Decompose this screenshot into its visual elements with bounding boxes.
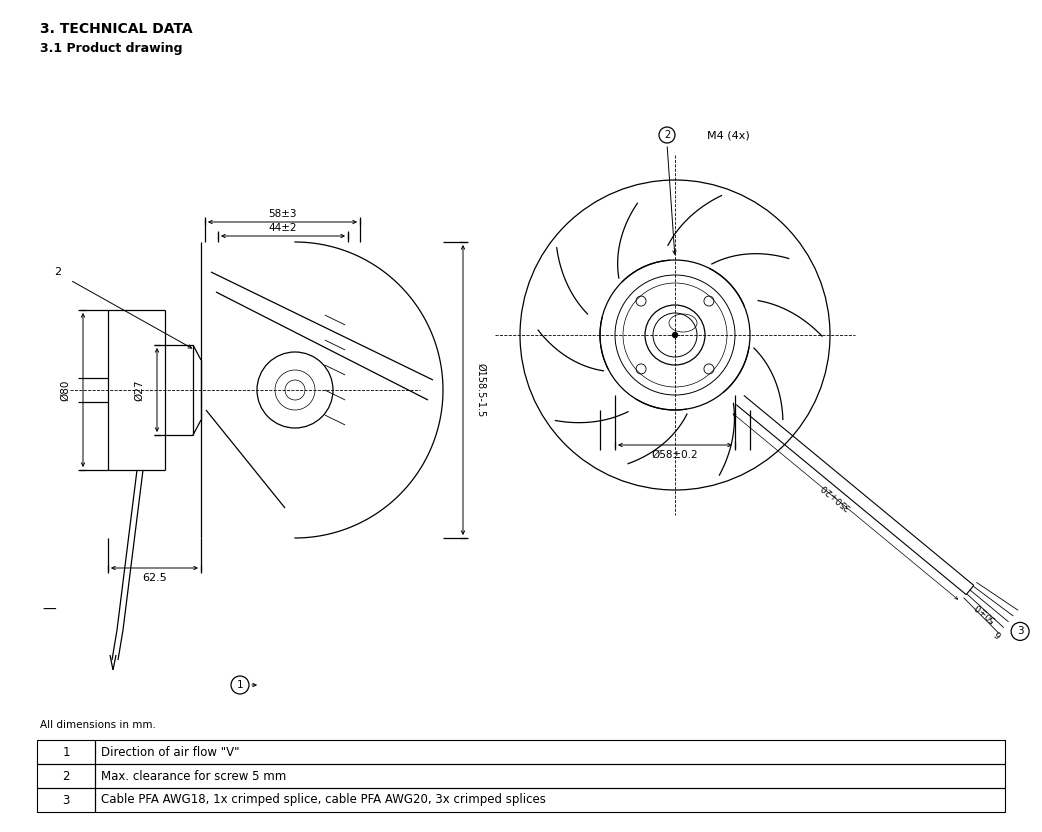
Text: Cable PFA AWG18, 1x crimped splice, cable PFA AWG20, 3x crimped splices: Cable PFA AWG18, 1x crimped splice, cabl… [101,794,546,806]
Text: Ø158.5-1.5: Ø158.5-1.5 [476,363,486,417]
Text: 44±2: 44±2 [269,223,297,233]
Text: Ø27: Ø27 [134,379,144,401]
Text: Max. clearance for screw 5 mm: Max. clearance for screw 5 mm [101,770,287,783]
Text: 3.1 Product drawing: 3.1 Product drawing [40,42,182,55]
Text: Direction of air flow "V": Direction of air flow "V" [101,745,240,759]
Text: —: — [42,603,56,617]
Text: Ø58±0.2: Ø58±0.2 [651,450,698,460]
Text: 1: 1 [63,745,70,759]
Circle shape [672,333,677,338]
Text: 2: 2 [63,770,70,783]
Text: 2: 2 [664,130,670,140]
Text: All dimensions in mm.: All dimensions in mm. [40,720,156,730]
Bar [38,740,1004,764]
Text: 3: 3 [63,794,70,806]
Text: 6: 6 [994,628,1004,639]
Text: 1: 1 [237,680,244,690]
Text: 58±3: 58±3 [268,209,297,219]
Text: 2: 2 [54,267,61,277]
Text: 50±0: 50±0 [972,602,997,624]
Text: 62.5: 62.5 [142,573,167,583]
Bar [38,788,1004,812]
Text: 3: 3 [1017,626,1023,636]
Text: 3. TECHNICAL DATA: 3. TECHNICAL DATA [40,22,193,36]
Text: M4 (4x): M4 (4x) [708,130,750,140]
Bar [38,764,1004,788]
Text: 350+20: 350+20 [819,482,852,512]
Text: Ø80: Ø80 [60,379,70,401]
